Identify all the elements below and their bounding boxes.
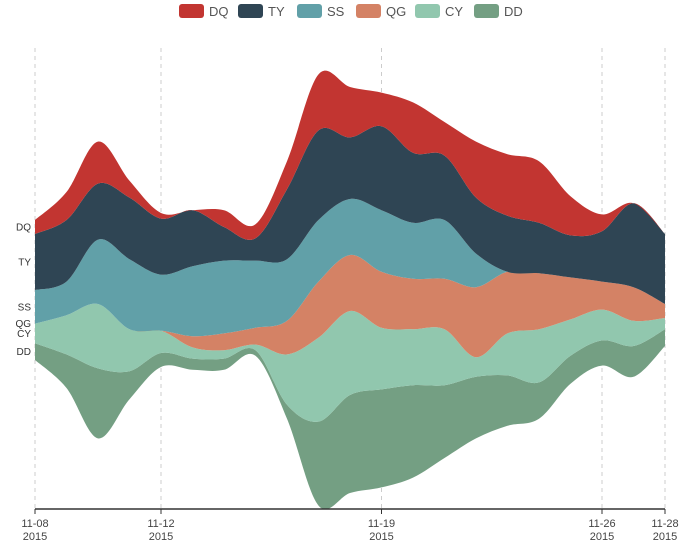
legend-label: QG	[386, 4, 406, 19]
legend-label: TY	[268, 4, 285, 19]
x-tick-label: 11-08	[21, 518, 48, 530]
series-label-dq: DQ	[16, 223, 31, 234]
series-label-cy: CY	[17, 329, 31, 340]
x-tick-label: 11-26	[588, 518, 615, 530]
stream-qg[interactable]	[35, 254, 665, 358]
x-tick-label: 11-19	[368, 518, 395, 530]
legend-swatch	[415, 4, 440, 18]
legend-label: SS	[327, 4, 345, 19]
stream-dq[interactable]	[35, 70, 665, 240]
x-tick-year: 2015	[653, 531, 677, 543]
series-label-ss: SS	[18, 302, 32, 313]
legend-item-dq[interactable]: DQ	[179, 4, 229, 19]
x-tick-year: 2015	[149, 531, 173, 543]
stream-ty[interactable]	[35, 125, 665, 304]
stream-layers	[35, 70, 665, 510]
legend-item-ss[interactable]: SS	[297, 4, 345, 19]
series-label-qg: QG	[15, 319, 31, 330]
x-tick-year: 2015	[23, 531, 47, 543]
legend-item-ty[interactable]: TY	[238, 4, 285, 19]
stream-cy[interactable]	[35, 303, 665, 422]
legend-label: DD	[504, 4, 523, 19]
x-tick-label: 11-12	[147, 518, 174, 530]
x-tick-year: 2015	[369, 531, 393, 543]
legend-item-qg[interactable]: QG	[356, 4, 406, 19]
x-tick-year: 2015	[590, 531, 614, 543]
legend-item-cy[interactable]: CY	[415, 4, 463, 19]
series-label-ty: TY	[18, 258, 31, 269]
series-label-dd: DD	[17, 347, 31, 358]
legend-swatch	[238, 4, 263, 18]
x-tick-label: 11-28	[651, 518, 678, 530]
stream-ss[interactable]	[35, 198, 665, 337]
legend-swatch	[474, 4, 499, 18]
legend: DQ TY SS QG CY DD	[179, 4, 523, 19]
legend-label: DQ	[209, 4, 229, 19]
stream-dd[interactable]	[35, 329, 665, 510]
legend-swatch	[356, 4, 381, 18]
legend-label: CY	[445, 4, 463, 19]
legend-item-dd[interactable]: DD	[474, 4, 523, 19]
legend-swatch	[297, 4, 322, 18]
x-axis: 11-08201511-12201511-19201511-26201511-2…	[21, 508, 679, 543]
legend-swatch	[179, 4, 204, 18]
